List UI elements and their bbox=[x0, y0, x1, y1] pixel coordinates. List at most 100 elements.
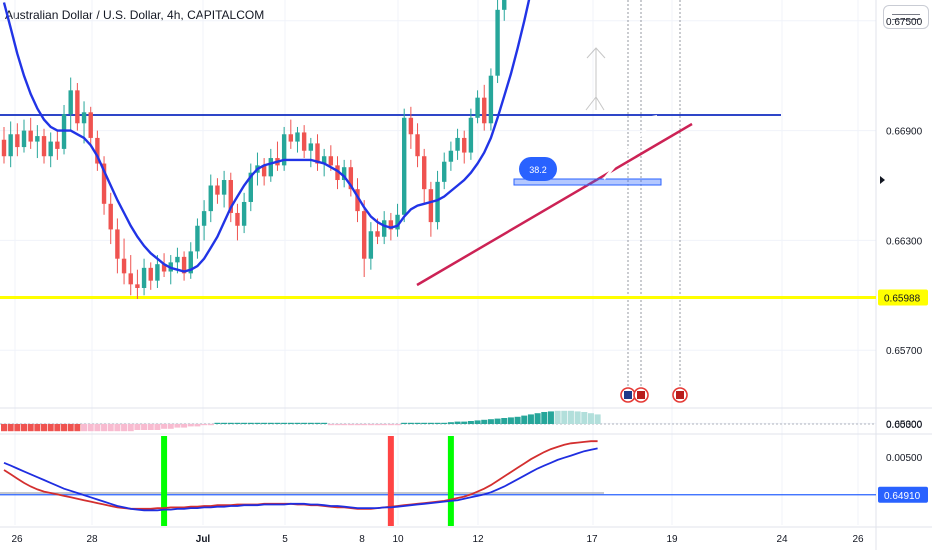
hist-bar bbox=[134, 424, 141, 430]
arrow-head bbox=[644, 114, 658, 128]
hist-bar bbox=[387, 424, 394, 426]
candle-body bbox=[15, 134, 20, 148]
hist-bar bbox=[321, 422, 328, 424]
hist-bar bbox=[221, 422, 228, 424]
candle-body bbox=[1, 139, 7, 157]
hist-bar bbox=[94, 424, 101, 432]
candle-body bbox=[442, 161, 447, 182]
hist-bar bbox=[421, 422, 428, 424]
candle-body bbox=[381, 220, 387, 237]
hist-bar bbox=[207, 424, 214, 426]
candle-body bbox=[281, 134, 287, 166]
hist-bar bbox=[474, 420, 481, 424]
candle-body bbox=[495, 9, 500, 76]
candle-body bbox=[402, 117, 407, 215]
candle-body bbox=[75, 90, 80, 124]
candle-body bbox=[455, 137, 460, 151]
hist-bar bbox=[54, 424, 61, 432]
chart-title: Australian Dollar / U.S. Dollar, 4h, CAP… bbox=[5, 8, 265, 22]
candle-body bbox=[148, 267, 153, 281]
hist-bar bbox=[67, 424, 74, 432]
candle-body bbox=[301, 132, 307, 151]
hist-bar bbox=[541, 412, 548, 424]
candle-body bbox=[422, 156, 427, 190]
hist-bar bbox=[167, 424, 174, 429]
candle-body bbox=[268, 158, 273, 177]
candle-body bbox=[161, 264, 167, 272]
price-tick-label: 0.67500 bbox=[886, 17, 923, 28]
hist-bar bbox=[127, 424, 134, 432]
hist-bar bbox=[121, 424, 128, 432]
candle-body bbox=[188, 251, 193, 274]
hist-bar bbox=[347, 424, 354, 426]
candle-body bbox=[81, 112, 87, 124]
candle-body bbox=[48, 141, 53, 157]
hist-bar bbox=[34, 424, 41, 432]
candle-body bbox=[155, 264, 160, 281]
price-tick-label: 0.65300 bbox=[886, 419, 923, 430]
time-tick-label: 10 bbox=[392, 534, 404, 545]
candle-body bbox=[361, 211, 367, 259]
candle-body bbox=[408, 117, 414, 135]
hist-bar bbox=[521, 415, 528, 424]
hist-bar bbox=[447, 422, 454, 424]
fib-badge bbox=[519, 157, 557, 181]
hist-bar bbox=[454, 421, 461, 424]
hist-bar bbox=[561, 410, 568, 424]
menu-icon[interactable] bbox=[883, 5, 929, 29]
candle-body bbox=[308, 143, 314, 151]
hist-bar bbox=[101, 424, 108, 432]
hist-bar bbox=[381, 424, 388, 426]
hist-bar bbox=[261, 422, 268, 424]
time-tick-label: 26 bbox=[852, 534, 864, 545]
candle-body bbox=[375, 231, 380, 237]
candle-body bbox=[348, 167, 354, 190]
candle-body bbox=[95, 137, 100, 164]
time-axis: 26 28 Jul 5 8 10 12 17 19 24 26 bbox=[11, 534, 864, 545]
candle-body bbox=[88, 112, 93, 138]
price-tick-label: 0.66300 bbox=[886, 236, 923, 247]
candle-body bbox=[368, 231, 374, 259]
hist-bar bbox=[41, 424, 48, 432]
hist-bar bbox=[301, 422, 308, 424]
hist-bar bbox=[427, 422, 434, 424]
candle-body bbox=[462, 137, 467, 153]
hist-bar bbox=[307, 422, 314, 424]
candle-body bbox=[221, 180, 227, 195]
time-tick-label: 8 bbox=[359, 534, 365, 545]
candle-body bbox=[8, 134, 13, 157]
candle-body bbox=[41, 136, 47, 157]
hist-bar bbox=[281, 422, 288, 424]
target-arrow-outline bbox=[585, 47, 606, 111]
hist-bar bbox=[21, 424, 28, 432]
candle-body bbox=[448, 150, 454, 162]
chevron-right-icon bbox=[880, 176, 885, 184]
candle-body bbox=[115, 229, 120, 259]
osc-tick-label: 0.00500 bbox=[886, 453, 923, 464]
candle-body bbox=[141, 267, 147, 288]
hist-bar bbox=[161, 424, 168, 429]
hist-bar bbox=[394, 424, 401, 426]
candle-body bbox=[235, 212, 240, 226]
candle-body bbox=[328, 156, 334, 166]
candle-body bbox=[228, 180, 233, 213]
hist-bar bbox=[47, 424, 54, 432]
hist-bar bbox=[267, 422, 274, 424]
candle-body bbox=[35, 136, 40, 142]
candle-body bbox=[315, 143, 320, 164]
hist-bar bbox=[434, 422, 441, 424]
hist-bar bbox=[441, 422, 448, 424]
hist-bar bbox=[481, 419, 488, 424]
candle-body bbox=[388, 220, 394, 230]
hist-bar bbox=[74, 424, 81, 432]
hist-bar bbox=[241, 422, 248, 424]
hist-bar bbox=[201, 424, 208, 426]
candle-body bbox=[108, 203, 113, 230]
hist-bar bbox=[374, 424, 381, 426]
hist-bar bbox=[567, 410, 574, 424]
level-badge-label: 0.65988 bbox=[884, 294, 921, 305]
hist-bar bbox=[141, 424, 148, 430]
